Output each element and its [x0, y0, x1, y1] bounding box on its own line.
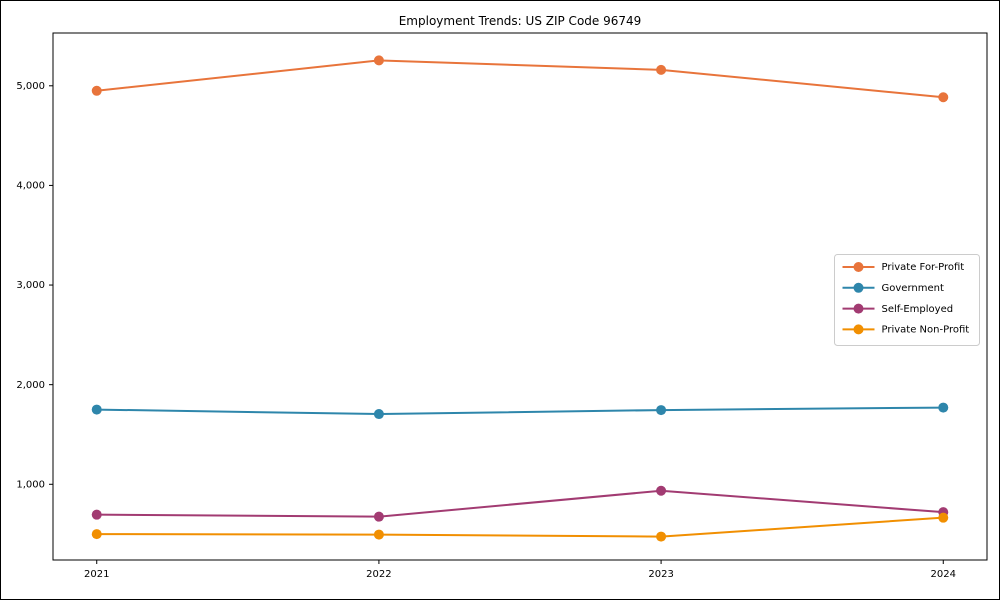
y-tick-label: 1,000	[16, 479, 45, 490]
data-point-private-non-profit	[656, 531, 667, 542]
series-line-self-employed	[95, 489, 945, 518]
y-tick-label: 4,000	[16, 181, 45, 192]
data-point-private-for-profit	[373, 55, 384, 66]
x-tick-label: 2024	[931, 569, 956, 580]
legend-marker	[853, 262, 864, 272]
x-tick-label: 2022	[366, 569, 391, 580]
x-tick-label: 2021	[84, 569, 109, 580]
data-point-private-non-profit	[938, 512, 949, 523]
series-line-private-non-profit	[95, 516, 945, 538]
y-tick-label: 5,000	[16, 81, 45, 92]
x-tick-label: 2023	[648, 569, 673, 580]
plot-area: 1,000 2,000 3,000 4,000 5,000 2021 2022 2023 202…	[16, 32, 988, 580]
data-point-private-non-profit	[91, 529, 102, 540]
legend-label: Self-Employed	[882, 304, 954, 315]
data-point-private-for-profit	[91, 85, 102, 96]
data-point-government	[656, 405, 667, 416]
axes-border	[52, 32, 988, 561]
series-line-government	[95, 406, 945, 416]
legend-box	[834, 254, 980, 346]
data-point-government	[373, 409, 384, 420]
data-point-self-employed	[373, 511, 384, 522]
legend-label: Private For-Profit	[882, 262, 965, 273]
chart-title: Employment Trends: US ZIP Code 96749	[399, 14, 642, 28]
data-point-self-employed	[656, 485, 667, 496]
data-point-private-non-profit	[373, 529, 384, 540]
data-point-private-for-profit	[938, 92, 949, 103]
legend-marker	[853, 303, 864, 314]
y-tick-label: 3,000	[16, 280, 45, 291]
legend-marker	[853, 324, 864, 335]
data-point-government	[938, 402, 949, 413]
legend-label: Private Non-Profit	[882, 325, 970, 336]
legend-label: Government	[882, 283, 944, 294]
data-point-private-for-profit	[656, 64, 667, 75]
y-tick-label: 2,000	[16, 380, 45, 391]
legend-marker	[853, 282, 864, 293]
series-line-private-for-profit	[95, 59, 945, 99]
data-point-self-employed	[91, 509, 102, 520]
data-point-government	[91, 404, 102, 415]
